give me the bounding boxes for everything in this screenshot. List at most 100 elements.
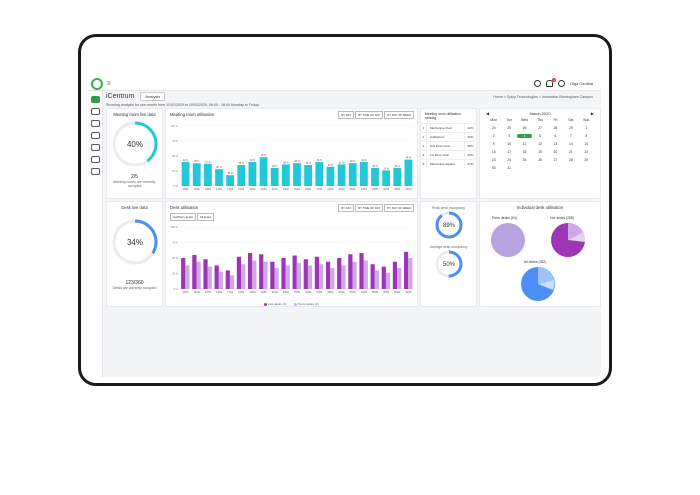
- calendar-day[interactable]: 27: [538, 126, 542, 130]
- perm-desk-bar[interactable]: [185, 265, 190, 289]
- calendar-day[interactable]: 13: [553, 142, 558, 146]
- calendar-day[interactable]: 25: [507, 126, 512, 130]
- hot-desk-bar[interactable]: [247, 253, 253, 289]
- hot-desk-bar[interactable]: [214, 265, 219, 289]
- meeting-bar[interactable]: [181, 162, 190, 186]
- calendar-day[interactable]: 25: [522, 158, 527, 162]
- hot-desk-bar[interactable]: [337, 258, 342, 289]
- calendar-day[interactable]: 28: [553, 126, 558, 130]
- perm-desk-bar[interactable]: [218, 271, 224, 289]
- meeting-by-week-button[interactable]: BY DAY OF WEEK: [384, 111, 414, 119]
- perm-desk-bar[interactable]: [285, 265, 290, 289]
- legend-hot[interactable]: Hot desks (4): [264, 302, 286, 306]
- desk-by-day-button[interactable]: BY DAY: [338, 204, 355, 212]
- ranking-row[interactable]: 1 Mezzanine Oval 42%: [421, 123, 476, 132]
- meeting-bar[interactable]: [326, 166, 335, 186]
- hot-desk-bar[interactable]: [303, 259, 308, 289]
- calendar-day[interactable]: 17: [507, 150, 512, 154]
- calendar-day[interactable]: 24: [491, 126, 496, 130]
- calendar-day[interactable]: 1: [585, 126, 588, 130]
- calendar-day[interactable]: 29: [568, 126, 573, 130]
- hot-desk-bar[interactable]: [203, 259, 208, 289]
- perm-desk-bar[interactable]: [397, 267, 402, 289]
- calendar-day[interactable]: 9: [492, 142, 495, 146]
- meeting-bar[interactable]: [237, 165, 246, 186]
- meeting-bar[interactable]: [315, 162, 324, 186]
- sidebar-rss-icon[interactable]: [91, 108, 100, 115]
- perm-desk-bar[interactable]: [296, 262, 302, 289]
- desk-by-week-button[interactable]: BY DAY OF WEEK: [384, 204, 414, 212]
- calendar-day[interactable]: 26: [538, 158, 542, 162]
- perm-desk-bar[interactable]: [263, 261, 268, 289]
- perm-desk-bar[interactable]: [352, 261, 357, 289]
- meeting-bar[interactable]: [337, 164, 346, 186]
- meeting-bar[interactable]: [293, 163, 301, 186]
- meeting-bar[interactable]: [270, 168, 279, 186]
- calendar-day[interactable]: 14: [568, 142, 573, 146]
- calendar-day[interactable]: 4: [516, 134, 533, 138]
- perm-desk-bar[interactable]: [252, 260, 257, 289]
- hot-desk-bar[interactable]: [225, 270, 230, 289]
- calendar-day[interactable]: 7: [569, 134, 572, 138]
- sidebar-calendar-icon[interactable]: [91, 144, 100, 151]
- hot-desk-bar[interactable]: [325, 261, 331, 289]
- meeting-bar[interactable]: [359, 162, 368, 186]
- ranking-row[interactable]: 4 1st Floor Oval 32%: [421, 150, 476, 159]
- meeting-bar[interactable]: [248, 162, 257, 186]
- perm-desk-bar[interactable]: [341, 265, 346, 289]
- calendar-day[interactable]: 5: [539, 134, 541, 138]
- calendar-day[interactable]: 31: [507, 166, 512, 170]
- calendar-day[interactable]: 16: [491, 150, 496, 154]
- perm-desk-bar[interactable]: [274, 267, 279, 289]
- bell-icon[interactable]: 1: [545, 78, 556, 87]
- meeting-bar[interactable]: [348, 163, 357, 186]
- perm-desk-bar[interactable]: [330, 267, 335, 289]
- ranking-row[interactable]: 2 Auditorium 40%: [421, 132, 476, 141]
- meeting-bar[interactable]: [371, 168, 379, 186]
- calendar-day[interactable]: 20: [553, 150, 558, 154]
- perm-desk-bar[interactable]: [196, 261, 201, 289]
- calendar-day[interactable]: 15: [584, 142, 589, 146]
- perm-desk-bar[interactable]: [307, 265, 313, 289]
- perm-desk-bar[interactable]: [385, 272, 391, 289]
- meeting-bar[interactable]: [404, 159, 413, 186]
- calendar-day[interactable]: 26: [522, 126, 527, 130]
- calendar-next-icon[interactable]: ▶: [590, 111, 594, 116]
- sidebar-dashboard-icon[interactable]: [91, 96, 100, 103]
- meeting-by-time-button[interactable]: BY TIME OF DAY: [355, 111, 384, 119]
- calendar-day[interactable]: 22: [584, 150, 589, 154]
- hot-desk-bar[interactable]: [392, 261, 398, 289]
- calendar-day[interactable]: 21: [568, 150, 573, 154]
- perm-desk-bar[interactable]: [363, 260, 368, 289]
- calendar-day[interactable]: 6: [554, 134, 557, 138]
- perm-desk-bar[interactable]: [229, 275, 235, 289]
- calendar-day[interactable]: 12: [538, 142, 542, 146]
- meeting-bar[interactable]: [393, 168, 402, 186]
- calendar-day[interactable]: 2: [492, 134, 495, 138]
- calendar-prev-icon[interactable]: ◀: [486, 111, 490, 116]
- tab-hot-perm-desks[interactable]: Hot/Perm desks: [170, 213, 196, 221]
- sidebar-settings-icon[interactable]: [91, 156, 100, 163]
- meeting-bar[interactable]: [281, 164, 290, 186]
- calendar-day[interactable]: 11: [522, 142, 527, 146]
- meeting-bar[interactable]: [192, 163, 201, 186]
- hot-desk-bar[interactable]: [381, 266, 386, 289]
- hot-desk-bar[interactable]: [270, 261, 275, 289]
- calendar-day[interactable]: 27: [553, 158, 558, 162]
- perm-desk-bar[interactable]: [207, 266, 212, 289]
- perm-desk-bar[interactable]: [319, 264, 324, 289]
- hot-desk-bar[interactable]: [348, 254, 353, 289]
- breadcrumb[interactable]: Home > Spicy Technologies > Innovation B…: [493, 95, 593, 99]
- hot-desk-bar[interactable]: [370, 264, 375, 289]
- hot-desk-bar[interactable]: [403, 251, 409, 289]
- hot-desk-bar[interactable]: [314, 256, 320, 289]
- meeting-bar[interactable]: [382, 170, 391, 186]
- perm-desk-bar[interactable]: [408, 258, 413, 289]
- calendar-day[interactable]: 8: [585, 134, 588, 138]
- meeting-bar[interactable]: [304, 165, 313, 186]
- meeting-bar[interactable]: [259, 157, 268, 186]
- menu-icon[interactable]: ≡: [107, 80, 111, 87]
- ranking-row[interactable]: 3 2nd Floor Oval 38%: [421, 141, 476, 150]
- hot-desk-bar[interactable]: [192, 254, 197, 289]
- calendar-day[interactable]: 18: [522, 150, 527, 154]
